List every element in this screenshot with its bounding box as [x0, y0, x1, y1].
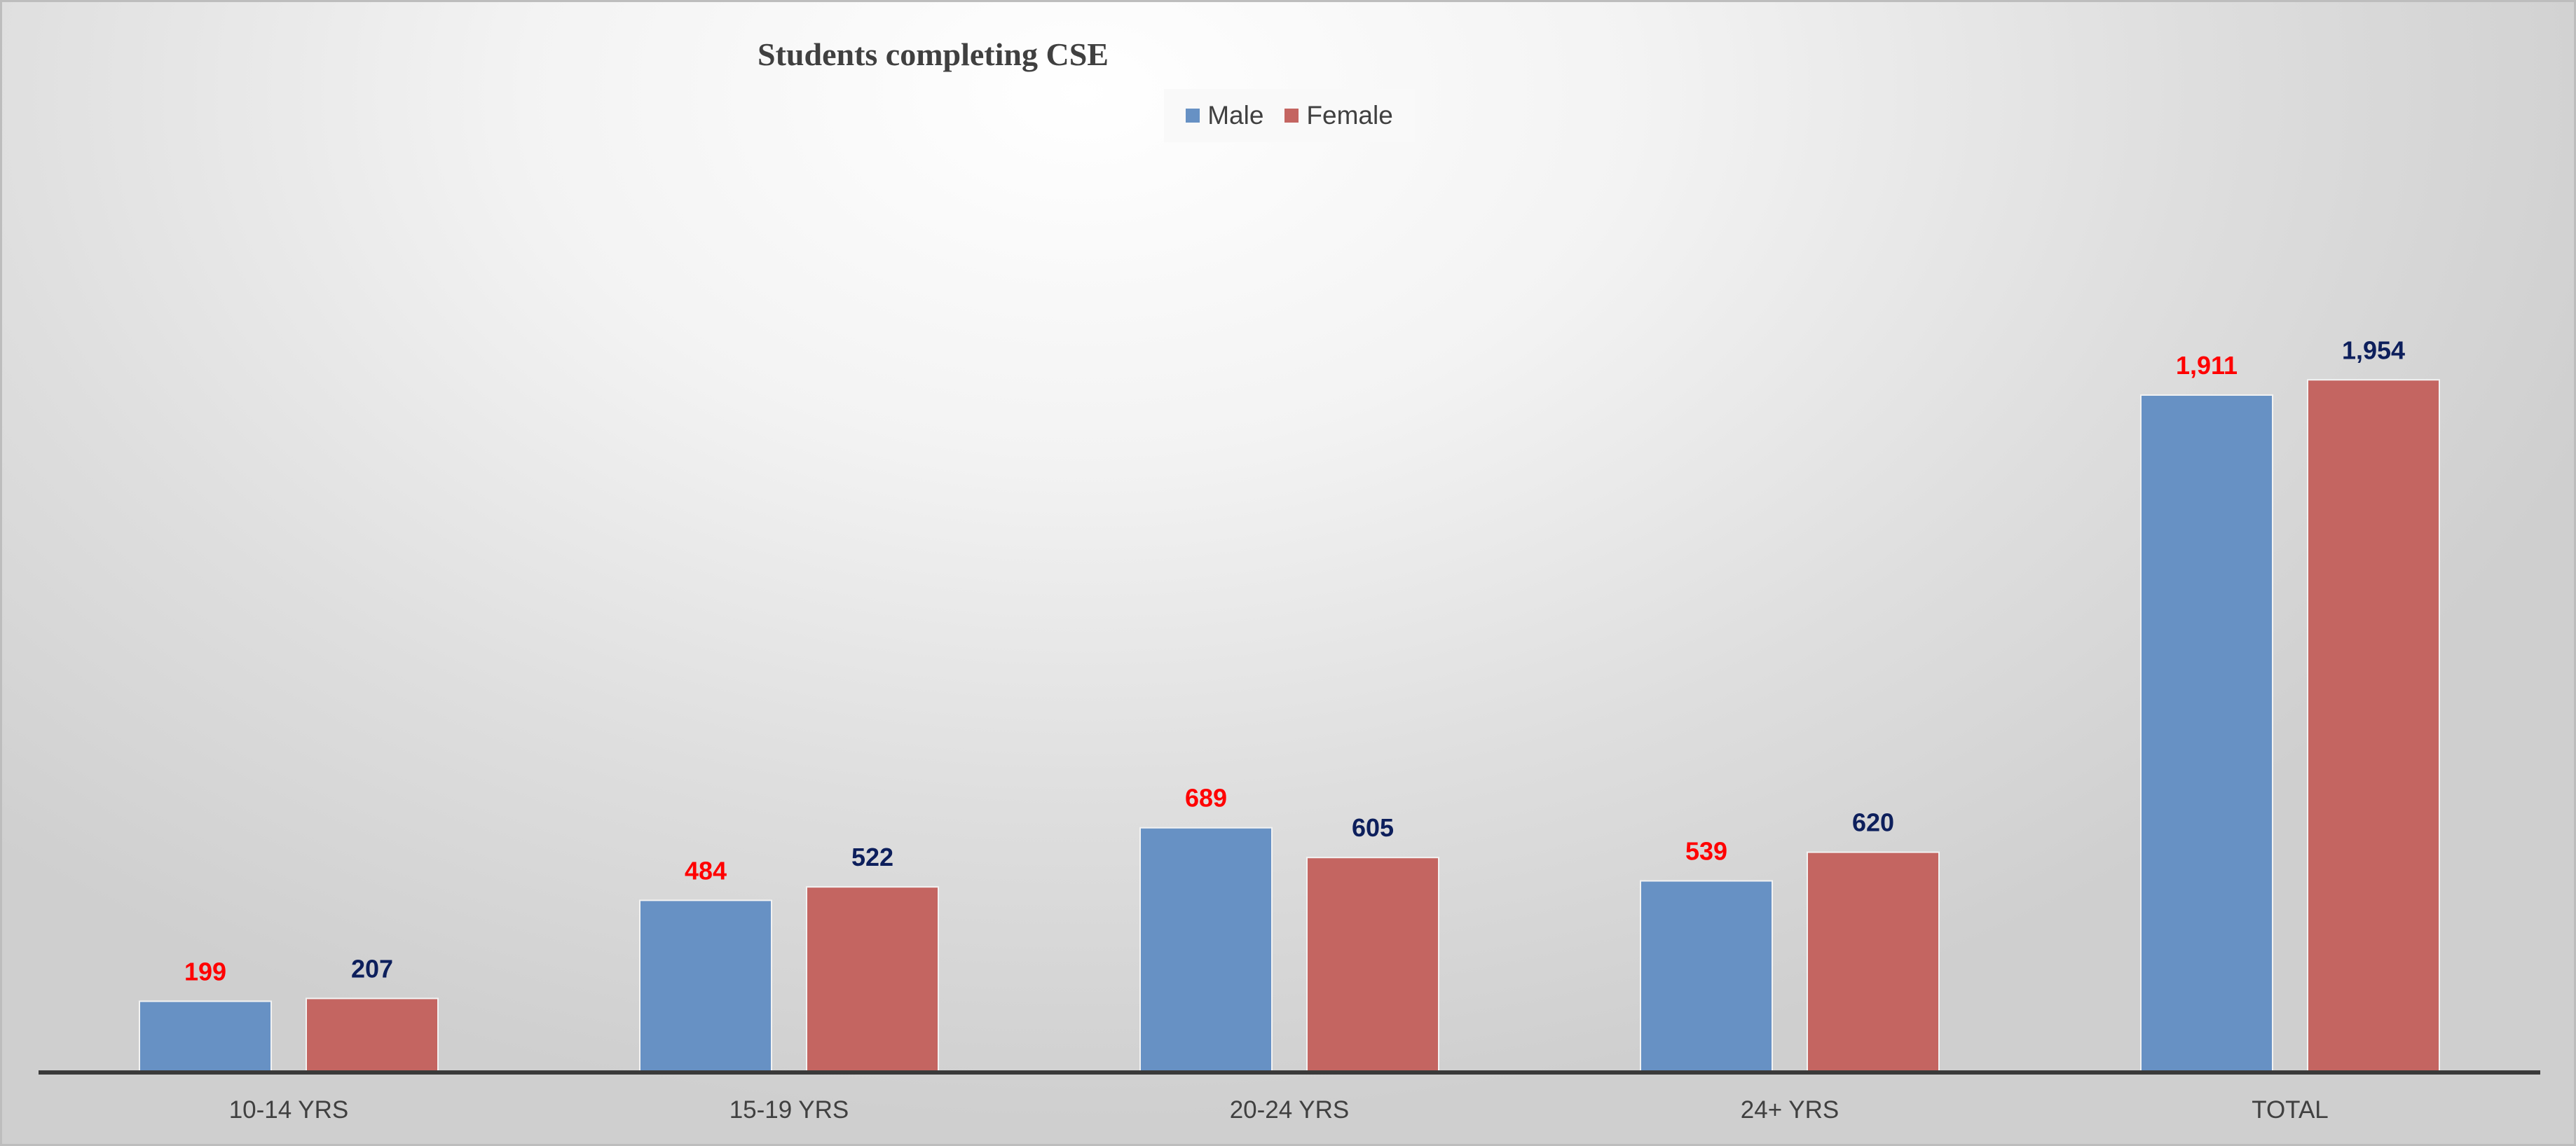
legend-swatch-female	[1284, 109, 1299, 123]
data-label-female-2: 522	[851, 843, 893, 871]
bar-male-4	[1640, 880, 1773, 1073]
data-label-female-1: 207	[351, 954, 393, 983]
legend-label-female: Female	[1306, 101, 1393, 130]
data-label-male-5: 1,911	[2176, 351, 2238, 380]
x-tick-label-5: TOTAL	[2252, 1096, 2329, 1124]
x-tick-label-2: 15-19 YRS	[729, 1096, 849, 1124]
bar-female-4	[1807, 851, 1940, 1072]
x-tick-labels-group: 10-14 YRS 15-19 YRS 20-24 YRS 24+ YRS TOTAL	[229, 1096, 2329, 1124]
bar-female-1	[306, 997, 439, 1072]
data-label-female-5: 1,954	[2342, 336, 2405, 364]
data-label-male-4: 539	[1685, 837, 1727, 866]
data-label-female-3: 605	[1352, 813, 1394, 842]
chart-title: Students completing CSE	[758, 36, 1109, 72]
legend-item-female: Female	[1284, 101, 1393, 130]
bar-female-5	[2307, 379, 2440, 1072]
bar-male-2	[639, 899, 772, 1073]
data-label-male-3: 689	[1185, 784, 1227, 813]
data-label-male-1: 199	[184, 957, 226, 986]
bar-male-5	[2140, 394, 2273, 1072]
bar-male-1	[139, 1000, 272, 1073]
legend-swatch-male	[1186, 109, 1200, 123]
bars-group	[139, 379, 2440, 1073]
legend-item-male: Male	[1186, 101, 1263, 130]
data-label-female-4: 620	[1852, 808, 1894, 837]
bar-female-3	[1306, 857, 1439, 1072]
x-tick-label-4: 24+ YRS	[1741, 1096, 1839, 1124]
data-label-male-2: 484	[685, 856, 727, 885]
legend-label-male: Male	[1207, 101, 1264, 130]
data-labels-group: 199 207 484 522 689 605 539 620 1,911 1,954	[184, 336, 2405, 986]
chart-legend: Male Female	[1164, 89, 1415, 142]
x-tick-label-1: 10-14 YRS	[229, 1096, 349, 1124]
bar-female-2	[806, 886, 939, 1073]
bar-male-3	[1139, 827, 1273, 1072]
x-tick-label-3: 20-24 YRS	[1230, 1096, 1350, 1124]
